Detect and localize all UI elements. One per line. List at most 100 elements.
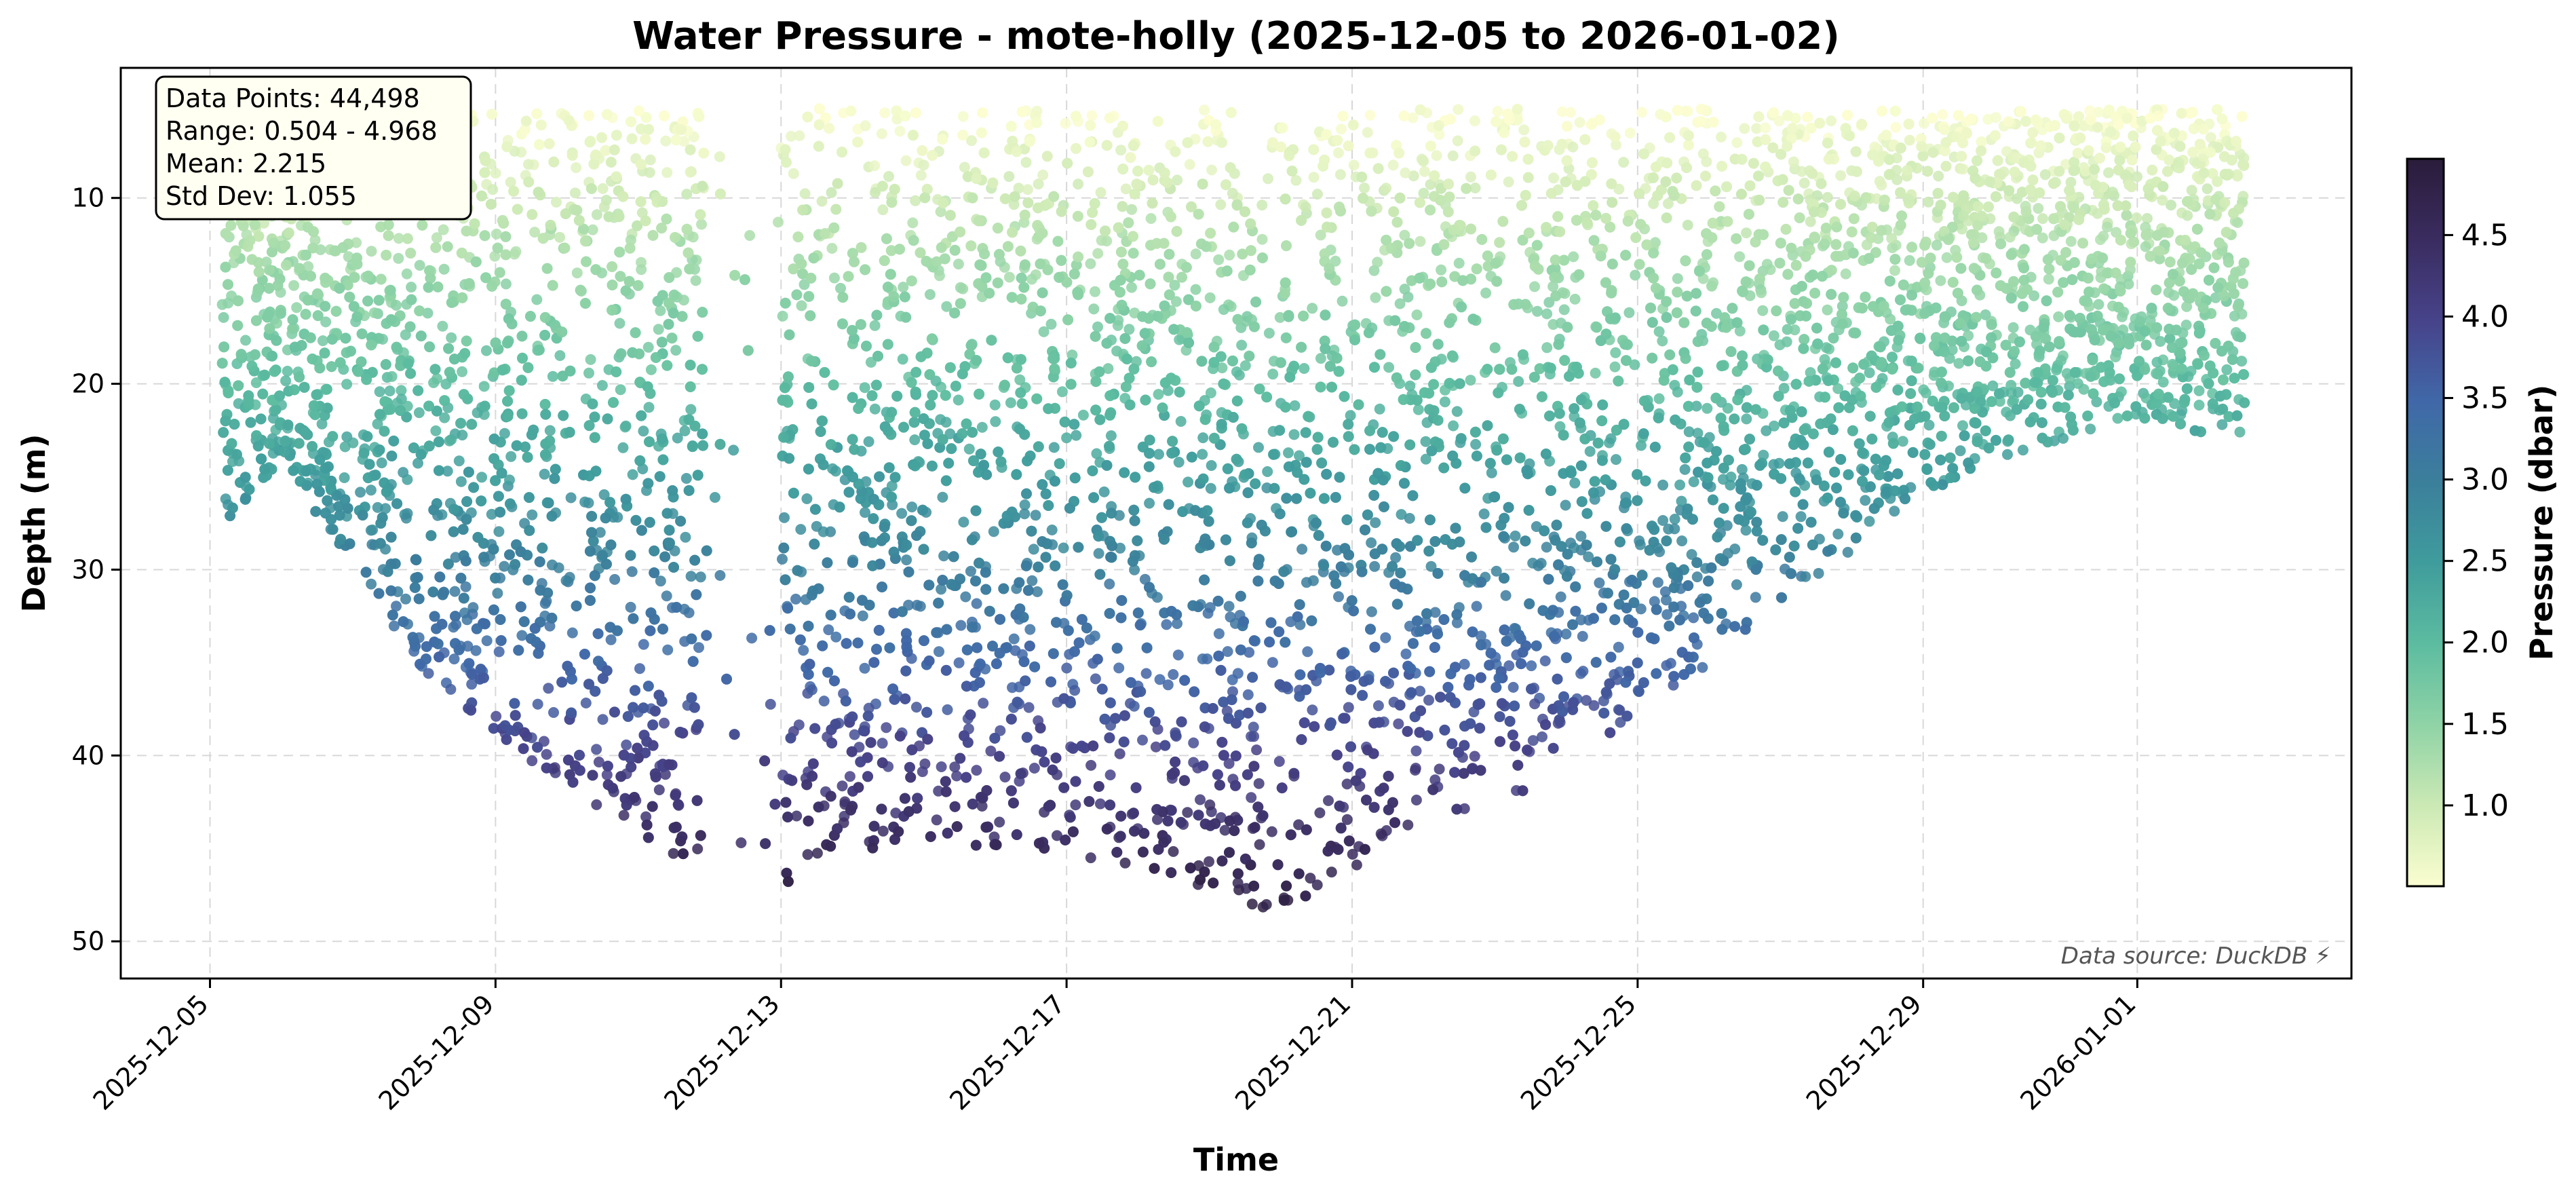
scatter-point (2115, 386, 2127, 398)
scatter-point (1886, 233, 1898, 244)
scatter-point (957, 283, 969, 294)
scatter-point (1150, 741, 1161, 753)
scatter-point (965, 565, 976, 577)
scatter-point (2193, 385, 2205, 396)
scatter-point (1086, 110, 1098, 121)
scatter-point (1661, 594, 1672, 606)
scatter-point (835, 282, 846, 294)
scatter-point (1990, 112, 2001, 124)
scatter-point (971, 765, 982, 776)
scatter-point (915, 170, 927, 181)
scatter-point (1469, 750, 1480, 762)
scatter-point (1113, 662, 1125, 674)
scatter-point (366, 539, 378, 550)
scatter-point (1070, 799, 1081, 811)
scatter-point (951, 770, 963, 782)
scatter-point (2002, 449, 2013, 460)
scatter-point (343, 251, 354, 263)
scatter-point (1439, 396, 1450, 408)
scatter-point (554, 350, 566, 361)
scatter-point (779, 512, 790, 523)
scatter-point (640, 811, 652, 822)
scatter-point (393, 252, 404, 264)
scatter-point (645, 154, 656, 166)
scatter-point (900, 155, 912, 166)
scatter-point (1527, 735, 1539, 746)
scatter-point (744, 230, 756, 241)
scatter-point (1343, 702, 1354, 713)
scatter-point (2037, 232, 2048, 244)
scatter-point (2084, 105, 2096, 117)
scatter-point (1374, 403, 1385, 415)
scatter-point (1510, 530, 1521, 542)
scatter-point (1172, 174, 1183, 186)
scatter-point (2039, 169, 2051, 180)
scatter-point (1345, 410, 1356, 421)
scatter-point (959, 162, 970, 173)
scatter-point (953, 259, 964, 270)
scatter-point (591, 209, 602, 221)
scatter-point (551, 196, 562, 208)
scatter-point (1013, 183, 1024, 194)
scatter-point (670, 345, 682, 356)
scatter-point (1115, 145, 1127, 156)
scatter-point (1090, 673, 1101, 685)
scatter-point (625, 601, 636, 613)
scatter-point (2103, 167, 2114, 178)
scatter-point (1761, 259, 1773, 270)
scatter-point (1751, 123, 1763, 134)
scatter-point (1341, 814, 1353, 825)
scatter-point (1154, 674, 1166, 685)
scatter-point (1197, 449, 1208, 460)
scatter-point (2053, 311, 2064, 322)
scatter-point (1119, 857, 1131, 869)
scatter-point (1296, 544, 1308, 555)
scatter-point (714, 570, 726, 581)
scatter-point (1253, 778, 1265, 789)
scatter-point (489, 250, 501, 262)
scatter-point (1246, 898, 1258, 910)
scatter-point (746, 632, 758, 644)
scatter-point (1162, 679, 1174, 691)
scatter-point (565, 492, 577, 504)
scatter-point (1904, 254, 1915, 266)
scatter-point (830, 631, 842, 643)
scatter-point (638, 639, 649, 650)
scatter-point (1315, 353, 1326, 364)
scatter-points (216, 103, 2250, 913)
scatter-point (1347, 848, 1358, 860)
scatter-point (1756, 287, 1767, 299)
scatter-point (1629, 359, 1640, 370)
scatter-point (897, 354, 908, 365)
scatter-point (1019, 508, 1031, 520)
scatter-point (1532, 305, 1543, 317)
scatter-point (1937, 109, 1948, 120)
scatter-point (1091, 448, 1102, 459)
scatter-point (491, 710, 502, 722)
scatter-point (609, 573, 621, 585)
scatter-point (1370, 292, 1381, 303)
scatter-point (583, 367, 594, 379)
scatter-point (1826, 115, 1837, 127)
scatter-point (2112, 413, 2123, 424)
scatter-point (422, 307, 434, 319)
scatter-point (876, 128, 887, 140)
scatter-point (909, 434, 921, 446)
scatter-point (1173, 457, 1185, 468)
scatter-point (1565, 107, 1577, 118)
scatter-point (1674, 479, 1686, 491)
scatter-point (1503, 660, 1515, 672)
scatter-point (1008, 199, 1020, 210)
scatter-point (1555, 591, 1566, 603)
scatter-point (619, 421, 631, 433)
scatter-point (1153, 389, 1164, 400)
scatter-point (597, 183, 609, 194)
scatter-point (1172, 618, 1183, 629)
scatter-point (1410, 765, 1421, 776)
scatter-point (1366, 537, 1377, 548)
scatter-point (539, 598, 551, 609)
scatter-point (1274, 311, 1286, 323)
scatter-point (1672, 386, 1683, 398)
scatter-point (773, 216, 784, 228)
